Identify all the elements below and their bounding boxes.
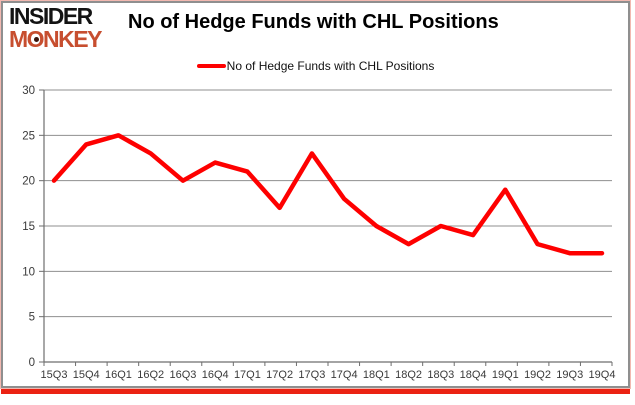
x-axis-tick-label: 19Q1 [492,369,519,381]
monkey-eye-icon [34,37,39,42]
x-axis-tick-label: 17Q1 [234,369,261,381]
logo-line-insider: INSIDER [9,3,93,29]
legend-line-swatch-icon [196,64,226,68]
x-axis-tick-label: 17Q4 [331,369,358,381]
x-axis-tick-label: 18Q3 [427,369,454,381]
legend-label: No of Hedge Funds with CHL Positions [226,59,435,73]
x-axis-tick-label: 17Q2 [266,369,293,381]
x-axis-tick-label: 18Q4 [460,369,487,381]
chart-canvas: 0 5 10 15 20 25 30 15Q3 15Q4 16Q1 16Q2 16Q3 16Q4 17Q1… [22,85,616,381]
x-axis-tick-label: 18Q1 [363,369,390,381]
x-axis-tick-label: 15Q3 [41,369,68,381]
x-axis-tick-label: 19Q2 [524,369,551,381]
legend: No of Hedge Funds with CHL Positions [3,59,628,73]
x-axis-tick-label: 16Q1 [105,369,132,381]
x-axis-tick-label: 16Q4 [202,369,229,381]
x-axis-tick-label: 19Q4 [589,369,616,381]
y-axis-tick-label: 10 [22,266,35,278]
logo-monkey-text: MONKEY [9,26,102,52]
x-axis-tick-label: 19Q3 [556,369,583,381]
chart-title: No of Hedge Funds with CHL Positions [128,11,499,33]
x-axis-tick-label: 16Q2 [137,369,164,381]
y-axis-tick-label: 15 [22,221,35,233]
chart-card: INSIDER MONKEY No of Hedge Funds with CH… [1,1,630,388]
y-axis-tick-label: 25 [22,130,35,142]
chart-plot-area: 0 5 10 15 20 25 30 15Q3 15Q4 16Q1 16Q2 16Q3 16Q4 17Q1… [3,3,628,386]
x-axis-tick-label: 18Q2 [395,369,422,381]
y-axis-tick-label: 0 [29,357,35,369]
x-axis-tick-label: 15Q4 [73,369,100,381]
logo-line-monkey: MONKEY [9,26,102,52]
y-axis-tick-label: 20 [22,176,35,188]
series-line [51,133,605,256]
x-axis-tick-label: 17Q3 [298,369,325,381]
y-axis-tick-label: 5 [29,312,35,324]
y-axis-tick-label: 30 [22,85,35,97]
x-axis-tick-label: 16Q3 [169,369,196,381]
insider-monkey-logo: INSIDER MONKEY [9,3,102,52]
